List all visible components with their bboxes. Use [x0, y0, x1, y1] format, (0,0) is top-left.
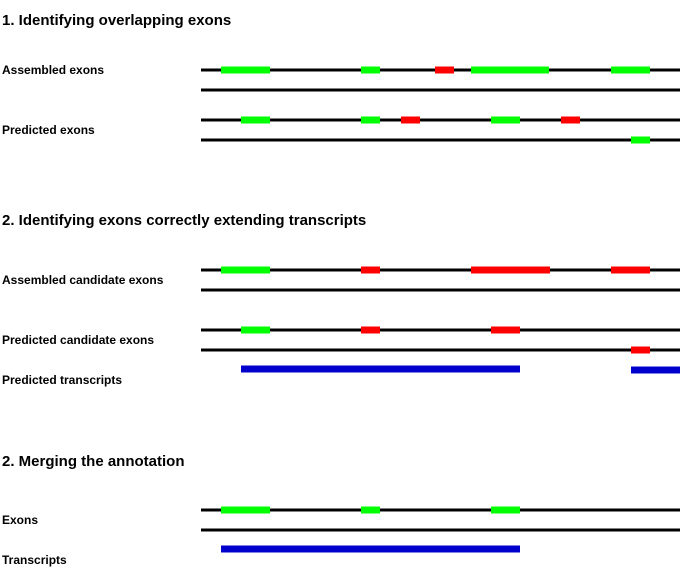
assembled-candidate-exons-label: Assembled candidate exons [2, 273, 164, 287]
s2-t2-exon-mismatch-3 [491, 326, 520, 334]
exons-label: Exons [2, 513, 39, 527]
s1-t1-exon-match-5 [611, 66, 650, 74]
s2-t3-transcript-bar-2 [631, 366, 680, 374]
s3-t1-exon-match-3 [491, 506, 520, 514]
s1-t1-exon-mismatch-3 [435, 66, 454, 74]
s2-t2-exon-match-1 [241, 326, 270, 334]
s2-t3-transcript-bar-1 [241, 365, 520, 373]
predicted-exons-label: Predicted exons [2, 123, 95, 137]
s1-t2-line2-exon-match-1 [631, 136, 650, 144]
s1-t2-exon-mismatch-3 [401, 116, 420, 124]
s2-t1-exon-mismatch-3 [471, 266, 550, 274]
s1-t2-exon-match-2 [361, 116, 380, 124]
s1-t2-exon-match-1 [241, 116, 270, 124]
predicted-candidate-exons-label: Predicted candidate exons [2, 333, 155, 347]
section-1-title: 1. Identifying overlapping exons [2, 12, 232, 29]
s1-t2-exon-mismatch-5 [561, 116, 580, 124]
s1-t2-exon-match-4 [491, 116, 520, 124]
s3-t1-exon-match-1 [221, 506, 270, 514]
s3-t2-transcript-bar-1 [221, 545, 520, 553]
s1-t1-exon-match-4 [471, 66, 549, 74]
predicted-transcripts-label: Predicted transcripts [2, 373, 123, 387]
section-2-title: 2. Identifying exons correctly extending… [2, 212, 367, 229]
assembled-exons-label: Assembled exons [2, 63, 105, 77]
transcripts-label: Transcripts [2, 553, 67, 567]
s1-t1-exon-match-2 [361, 66, 380, 74]
s3-t1-exon-match-2 [361, 506, 380, 514]
s1-t1-exon-match-1 [221, 66, 270, 74]
s2-t1-exon-mismatch-4 [611, 266, 650, 274]
s2-t1-exon-match-1 [221, 266, 270, 274]
s2-t2-line2-exon-mismatch-1 [631, 346, 650, 354]
section-3-title: 2. Merging the annotation [2, 453, 185, 470]
s2-t2-exon-mismatch-2 [361, 326, 380, 334]
s2-t1-exon-mismatch-2 [361, 266, 380, 274]
